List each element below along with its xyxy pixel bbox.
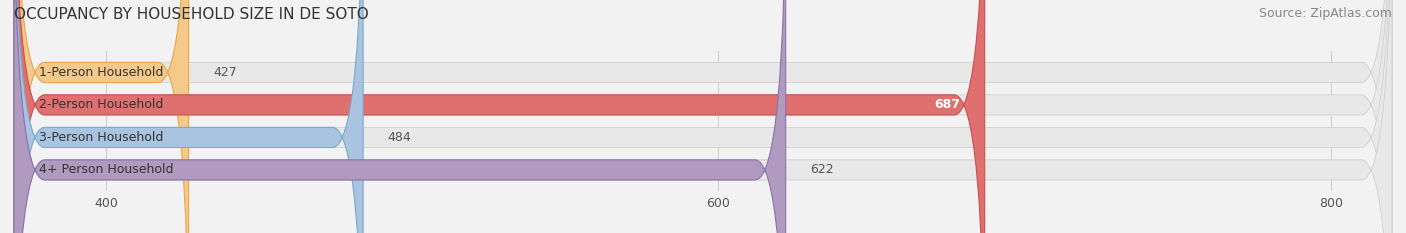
FancyBboxPatch shape [14,0,786,233]
Text: 484: 484 [388,131,412,144]
Text: OCCUPANCY BY HOUSEHOLD SIZE IN DE SOTO: OCCUPANCY BY HOUSEHOLD SIZE IN DE SOTO [14,7,368,22]
Text: 622: 622 [810,163,834,176]
Text: 4+ Person Household: 4+ Person Household [38,163,173,176]
FancyBboxPatch shape [14,0,1392,233]
Text: 1-Person Household: 1-Person Household [38,66,163,79]
FancyBboxPatch shape [14,0,984,233]
FancyBboxPatch shape [14,0,363,233]
FancyBboxPatch shape [14,0,1392,233]
Text: 3-Person Household: 3-Person Household [38,131,163,144]
FancyBboxPatch shape [14,0,1392,233]
FancyBboxPatch shape [14,0,1392,233]
Text: 2-Person Household: 2-Person Household [38,98,163,111]
Text: Source: ZipAtlas.com: Source: ZipAtlas.com [1258,7,1392,20]
Text: 687: 687 [934,98,960,111]
Text: 427: 427 [214,66,236,79]
FancyBboxPatch shape [14,0,188,233]
